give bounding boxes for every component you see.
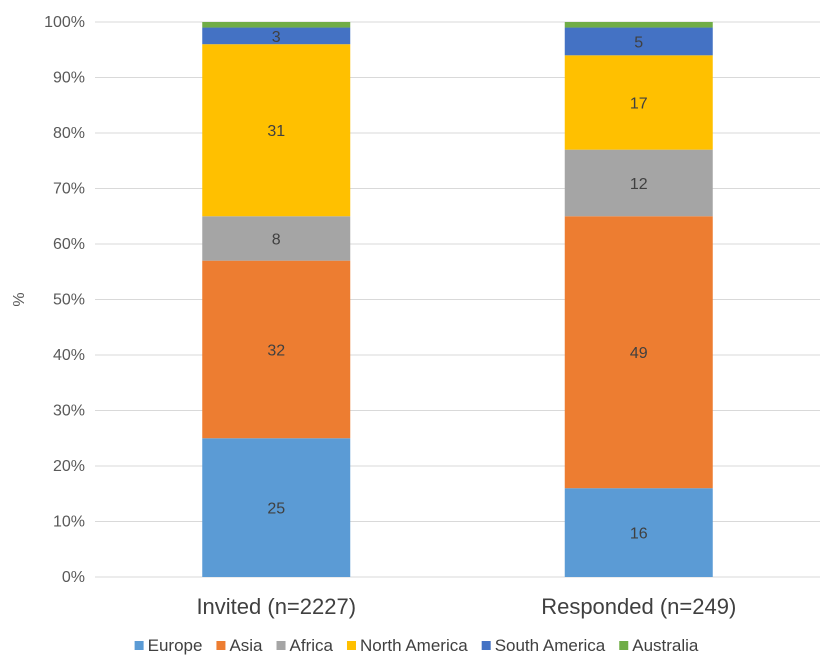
legend: Europe Asia Africa North America South Ameri… bbox=[134, 636, 699, 655]
bar-segment bbox=[564, 488, 713, 577]
bar-segment bbox=[202, 22, 351, 28]
data-label: 12 bbox=[630, 176, 648, 193]
data-label: 32 bbox=[267, 342, 285, 359]
legend-label: Asia bbox=[229, 636, 263, 655]
x-axis-categories: Invited (n=2227) Responded (n=249) bbox=[196, 594, 736, 619]
y-tick-label: 0% bbox=[62, 569, 85, 586]
bar-segment bbox=[564, 216, 713, 489]
bars: 25 32 8 31 3 16 49 12 17 5 bbox=[202, 22, 713, 577]
data-label: 3 bbox=[272, 29, 281, 46]
legend-item: Africa bbox=[276, 636, 334, 655]
y-tick-label: 70% bbox=[53, 181, 85, 198]
legend-swatch bbox=[619, 641, 629, 650]
legend-item: South America bbox=[481, 636, 606, 655]
legend-swatch bbox=[134, 641, 144, 650]
legend-swatch bbox=[276, 641, 286, 650]
y-axis-label: % bbox=[11, 292, 28, 306]
y-tick-label: 60% bbox=[53, 236, 85, 253]
x-category-label: Responded (n=249) bbox=[541, 594, 736, 619]
data-label: 25 bbox=[267, 501, 285, 518]
bar-segment bbox=[564, 149, 713, 217]
legend-label: Africa bbox=[290, 636, 334, 655]
data-label: 31 bbox=[267, 123, 285, 140]
y-tick-label: 30% bbox=[53, 403, 85, 420]
data-label: 16 bbox=[630, 526, 648, 543]
y-tick-label: 20% bbox=[53, 458, 85, 475]
y-tick-label: 10% bbox=[53, 514, 85, 531]
y-tick-label: 50% bbox=[53, 292, 85, 309]
legend-item: Australia bbox=[619, 636, 699, 655]
legend-label: South America bbox=[495, 636, 606, 655]
bar-segment bbox=[202, 27, 351, 45]
legend-swatch bbox=[346, 641, 356, 650]
bar-segment bbox=[564, 22, 713, 28]
bar-segment bbox=[564, 55, 713, 150]
y-tick-label: 100% bbox=[44, 14, 85, 31]
legend-swatch bbox=[216, 641, 226, 650]
bar-segment bbox=[202, 44, 351, 217]
y-tick-label: 90% bbox=[53, 70, 85, 87]
data-label: 17 bbox=[630, 95, 648, 112]
bar-segment bbox=[564, 27, 713, 56]
data-label: 8 bbox=[272, 231, 281, 248]
legend-item: North America bbox=[346, 636, 468, 655]
x-category-label: Invited (n=2227) bbox=[196, 594, 356, 619]
y-axis-ticks: 0% 10% 20% 30% 40% 50% 60% 70% 80% 90% 100% bbox=[44, 14, 85, 586]
legend-item: Europe bbox=[134, 636, 203, 655]
y-tick-label: 80% bbox=[53, 125, 85, 142]
bar-segment bbox=[202, 260, 351, 439]
bar-segment bbox=[202, 438, 351, 577]
legend-label: Europe bbox=[148, 636, 203, 655]
legend-item: Asia bbox=[216, 636, 263, 655]
legend-swatch bbox=[481, 641, 491, 650]
bar-segment bbox=[202, 216, 351, 261]
legend-label: Australia bbox=[632, 636, 699, 655]
y-tick-label: 40% bbox=[53, 347, 85, 364]
data-label: 5 bbox=[634, 34, 643, 51]
data-label: 49 bbox=[630, 345, 648, 362]
legend-label: North America bbox=[360, 636, 468, 655]
